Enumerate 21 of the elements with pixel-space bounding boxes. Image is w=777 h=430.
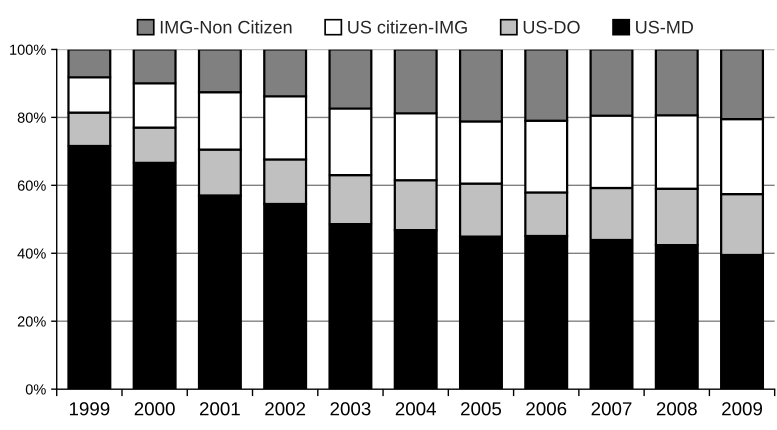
y-tick-label: 20% [18, 316, 46, 327]
legend-label: US citizen-IMG [348, 20, 467, 34]
x-tick-label: 2009 [722, 402, 762, 416]
x-tick-label: 2008 [656, 402, 697, 416]
y-tick-label: 0% [26, 384, 46, 395]
x-tick-label: 2006 [526, 402, 566, 416]
x-tick-label: 2002 [265, 402, 306, 416]
x-tick-label: 2007 [592, 402, 632, 416]
x-tick-label: 2004 [396, 402, 436, 416]
x-tick-label: 2001 [200, 402, 240, 416]
x-tick-label: 2005 [461, 402, 502, 416]
legend-label: US-MD [636, 20, 694, 34]
x-tick-label: 1999 [70, 402, 110, 416]
y-tick-label: 60% [18, 180, 46, 191]
legend-label: US-DO [524, 20, 580, 34]
y-tick-label: 100% [10, 44, 46, 55]
x-tick-label: 2000 [134, 402, 175, 416]
y-tick-label: 80% [18, 112, 46, 123]
legend-label: IMG-Non Citizen [160, 20, 292, 34]
x-tick-label: 2003 [330, 402, 370, 416]
y-tick-label: 40% [17, 248, 46, 259]
